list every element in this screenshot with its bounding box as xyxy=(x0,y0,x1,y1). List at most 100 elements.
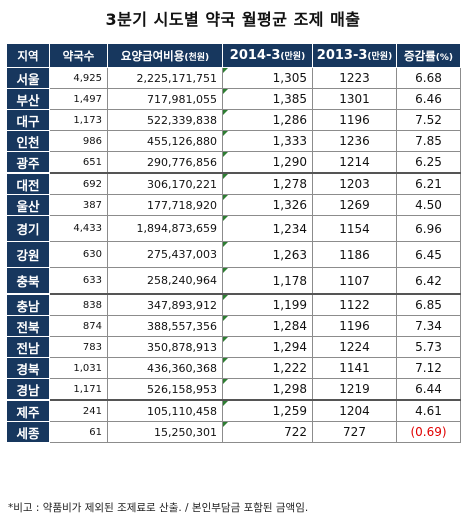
table-row: 세종 61 15,250,301 722 727 (0.69) xyxy=(6,421,461,443)
cell-shops: 387 xyxy=(49,194,108,216)
cell-2014: 1,259 xyxy=(222,399,313,422)
cell-2014: 1,234 xyxy=(222,215,313,242)
page-title: 3분기 시도별 약국 월평균 조제 매출 xyxy=(105,10,361,29)
cell-2014: 1,263 xyxy=(222,241,313,268)
cell-shops: 838 xyxy=(49,293,108,316)
cell-shops: 783 xyxy=(49,336,108,358)
cell-rate: 7.52 xyxy=(396,109,461,131)
table-row: 경북 1,031 436,360,368 1,222 1141 7.12 xyxy=(6,357,461,379)
cell-cost: 275,437,003 xyxy=(107,241,223,268)
cell-2014: 1,305 xyxy=(222,67,313,89)
cell-region: 충북 xyxy=(6,267,50,295)
table-row: 충북 633 258,240,964 1,178 1107 6.42 xyxy=(6,267,461,295)
cell-cost: 347,893,912 xyxy=(107,293,223,316)
table-row: 전남 783 350,878,913 1,294 1224 5.73 xyxy=(6,336,461,358)
cell-region: 광주 xyxy=(6,151,50,174)
cell-region: 인천 xyxy=(6,130,50,152)
cell-cost: 436,360,368 xyxy=(107,357,223,379)
cell-2013: 1186 xyxy=(312,241,397,268)
cell-cost: 105,110,458 xyxy=(107,399,223,422)
cell-2013: 1224 xyxy=(312,336,397,358)
cell-2013: 1203 xyxy=(312,172,397,195)
cell-2014: 1,284 xyxy=(222,315,313,337)
cell-cost: 350,878,913 xyxy=(107,336,223,358)
cell-region: 서울 xyxy=(6,67,50,89)
cell-shops: 630 xyxy=(49,241,108,268)
table-row: 광주 651 290,776,856 1,290 1214 6.25 xyxy=(6,151,461,174)
cell-2013: 1219 xyxy=(312,378,397,401)
cell-2014: 722 xyxy=(222,421,313,443)
cell-region: 경북 xyxy=(6,357,50,379)
table-row: 제주 241 105,110,458 1,259 1204 4.61 xyxy=(6,399,461,422)
cell-2014: 1,326 xyxy=(222,194,313,216)
cell-shops: 986 xyxy=(49,130,108,152)
cell-shops: 874 xyxy=(49,315,108,337)
header-rate: 증감률(%) xyxy=(396,43,461,68)
cell-cost: 177,718,920 xyxy=(107,194,223,216)
cell-shops: 4,925 xyxy=(49,67,108,89)
cell-shops: 241 xyxy=(49,399,108,422)
table-row: 강원 630 275,437,003 1,263 1186 6.45 xyxy=(6,241,461,268)
cell-region: 충남 xyxy=(6,293,50,316)
cell-region: 경남 xyxy=(6,378,50,401)
table-row: 대구 1,173 522,339,838 1,286 1196 7.52 xyxy=(6,109,461,131)
table-row: 전북 874 388,557,356 1,284 1196 7.34 xyxy=(6,315,461,337)
cell-rate: 6.45 xyxy=(396,241,461,268)
header-shops: 약국수 xyxy=(49,43,108,68)
cell-2013: 1236 xyxy=(312,130,397,152)
cell-2013: 1154 xyxy=(312,215,397,242)
cell-2014: 1,178 xyxy=(222,267,313,295)
cell-2013: 727 xyxy=(312,421,397,443)
cell-cost: 290,776,856 xyxy=(107,151,223,174)
cell-shops: 633 xyxy=(49,267,108,295)
cell-shops: 4,433 xyxy=(49,215,108,242)
table-row: 경남 1,171 526,158,953 1,298 1219 6.44 xyxy=(6,378,461,401)
cell-2013: 1122 xyxy=(312,293,397,316)
cell-rate: 4.61 xyxy=(396,399,461,422)
header-2014: 2014-3(만원) xyxy=(222,43,313,68)
cell-region: 경기 xyxy=(6,215,50,242)
table-row: 대전 692 306,170,221 1,278 1203 6.21 xyxy=(6,172,461,195)
cell-2013: 1301 xyxy=(312,88,397,110)
header-region: 지역 xyxy=(6,43,50,68)
cell-rate: 7.12 xyxy=(396,357,461,379)
cell-2014: 1,290 xyxy=(222,151,313,174)
cell-2013: 1269 xyxy=(312,194,397,216)
header-cost: 요양급여비용(천원) xyxy=(107,43,223,68)
table-row: 서울 4,925 2,225,171,751 1,305 1223 6.68 xyxy=(6,67,461,89)
sales-table: 지역 약국수 요양급여비용(천원) 2014-3(만원) 2013-3(만원) … xyxy=(6,43,461,443)
cell-cost: 15,250,301 xyxy=(107,421,223,443)
header-row: 지역 약국수 요양급여비용(천원) 2014-3(만원) 2013-3(만원) … xyxy=(6,43,461,68)
cell-2014: 1,333 xyxy=(222,130,313,152)
cell-region: 제주 xyxy=(6,399,50,422)
cell-rate: 4.50 xyxy=(396,194,461,216)
cell-2014: 1,278 xyxy=(222,172,313,195)
cell-shops: 692 xyxy=(49,172,108,195)
cell-rate: 6.25 xyxy=(396,151,461,174)
cell-rate: 6.44 xyxy=(396,378,461,401)
cell-region: 전남 xyxy=(6,336,50,358)
cell-region: 울산 xyxy=(6,194,50,216)
cell-2013: 1141 xyxy=(312,357,397,379)
cell-rate: 6.46 xyxy=(396,88,461,110)
cell-rate: 6.68 xyxy=(396,67,461,89)
cell-2014: 1,298 xyxy=(222,378,313,401)
cell-rate: 6.96 xyxy=(396,215,461,242)
cell-region: 전북 xyxy=(6,315,50,337)
cell-region: 부산 xyxy=(6,88,50,110)
cell-region: 강원 xyxy=(6,241,50,268)
cell-rate: 5.73 xyxy=(396,336,461,358)
cell-2013: 1223 xyxy=(312,67,397,89)
cell-2014: 1,222 xyxy=(222,357,313,379)
footnote: *비고 : 약품비가 제외된 조제료로 산출. / 본인부담금 포함된 금액임. xyxy=(8,502,309,514)
cell-rate: 6.42 xyxy=(396,267,461,295)
cell-cost: 306,170,221 xyxy=(107,172,223,195)
cell-region: 대구 xyxy=(6,109,50,131)
table-row: 경기 4,433 1,894,873,659 1,234 1154 6.96 xyxy=(6,215,461,242)
cell-shops: 1,031 xyxy=(49,357,108,379)
cell-2013: 1196 xyxy=(312,109,397,131)
cell-shops: 1,497 xyxy=(49,88,108,110)
cell-2014: 1,286 xyxy=(222,109,313,131)
cell-shops: 61 xyxy=(49,421,108,443)
cell-rate: 6.21 xyxy=(396,172,461,195)
